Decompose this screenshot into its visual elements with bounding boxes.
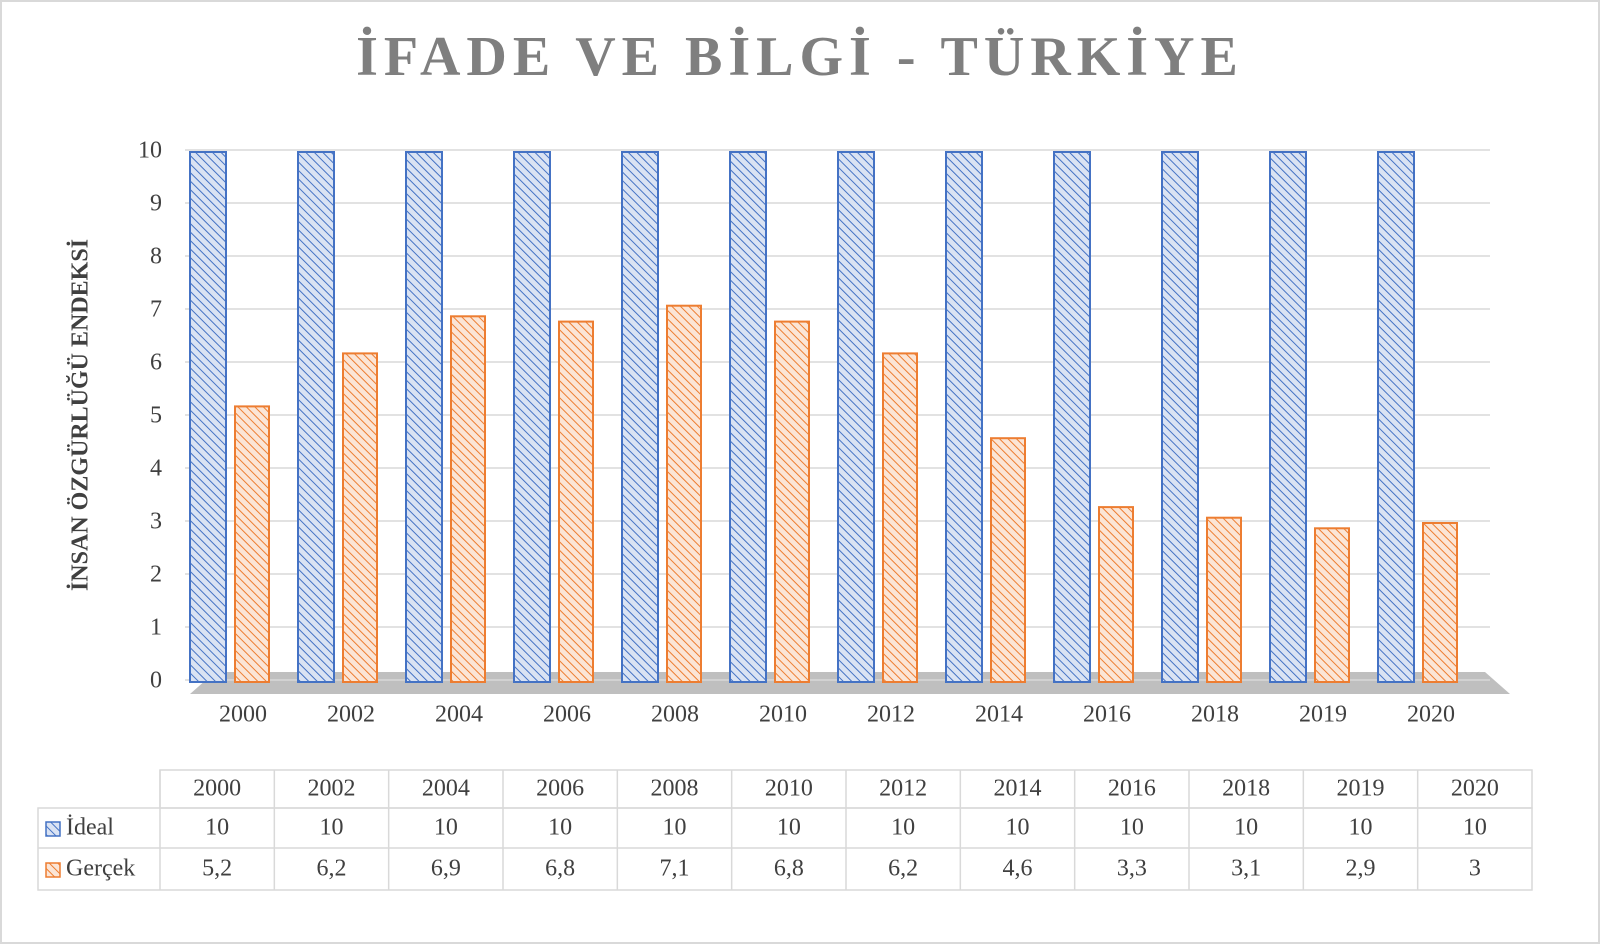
bar [342, 352, 378, 683]
table-header: 2002 [308, 776, 356, 802]
table-value: 10 [434, 815, 458, 841]
table-value: 10 [777, 815, 801, 841]
bar [1422, 522, 1458, 683]
x-tick-label: 2008 [651, 702, 699, 728]
y-tick-label: 2 [150, 562, 162, 588]
table-value: 10 [1120, 815, 1144, 841]
x-tick-label: 2010 [759, 702, 807, 728]
bar [558, 320, 594, 683]
bar [405, 151, 443, 683]
table-cell [37, 807, 1533, 891]
table-value: 7,1 [660, 856, 690, 882]
table-header: 2010 [765, 776, 813, 802]
x-tick-label: 2016 [1083, 702, 1131, 728]
bar [1098, 506, 1134, 683]
y-tick-label: 10 [138, 138, 162, 164]
y-tick-label: 5 [150, 403, 162, 429]
bar [1314, 527, 1350, 683]
table-header: 2020 [1451, 776, 1499, 802]
legend-swatch [45, 862, 61, 878]
bar [1053, 151, 1091, 683]
table-header: 2018 [1222, 776, 1270, 802]
y-tick-label: 8 [150, 244, 162, 270]
bar [837, 151, 875, 683]
bar [729, 151, 767, 683]
y-axis-label: İNSAN ÖZGÜRLÜĞÜ ENDEKSİ [67, 239, 94, 591]
table-header: 2012 [879, 776, 927, 802]
table-header: 2000 [193, 776, 241, 802]
table-header: 2006 [536, 776, 584, 802]
x-tick-label: 2004 [435, 702, 483, 728]
bar [1161, 151, 1199, 683]
x-tick-label: 2020 [1407, 702, 1455, 728]
bar [945, 151, 983, 683]
table-value: 10 [548, 815, 572, 841]
table-header: 2008 [651, 776, 699, 802]
bar [621, 151, 659, 683]
table-value: 6,2 [888, 856, 918, 882]
table-header: 2004 [422, 776, 470, 802]
table-value: 6,2 [317, 856, 347, 882]
table-value: 6,9 [431, 856, 461, 882]
y-tick-label: 3 [150, 509, 162, 535]
y-tick-label: 7 [150, 297, 162, 323]
table-value: 6,8 [774, 856, 804, 882]
table-value: 10 [1006, 815, 1030, 841]
bar [297, 151, 335, 683]
y-tick-label: 6 [150, 350, 162, 376]
bar [1206, 516, 1242, 684]
table-value: 10 [205, 815, 229, 841]
bar [1377, 151, 1415, 683]
table-value: 10 [891, 815, 915, 841]
y-tick-label: 1 [150, 615, 162, 641]
y-tick-label: 0 [150, 668, 162, 694]
table-header: 2014 [994, 776, 1042, 802]
bar [189, 151, 227, 683]
x-tick-label: 2002 [327, 702, 375, 728]
x-tick-label: 2014 [975, 702, 1023, 728]
bar [513, 151, 551, 683]
y-tick-label: 4 [150, 456, 162, 482]
table-header: 2019 [1337, 776, 1385, 802]
y-tick-label: 9 [150, 191, 162, 217]
legend-label: Gerçek [66, 856, 135, 882]
x-tick-label: 2019 [1299, 702, 1347, 728]
table-value: 3,3 [1117, 856, 1147, 882]
table-value: 5,2 [202, 856, 232, 882]
x-tick-label: 2000 [219, 702, 267, 728]
table-value: 10 [663, 815, 687, 841]
bar [774, 320, 810, 683]
x-tick-label: 2018 [1191, 702, 1239, 728]
bar [990, 437, 1026, 684]
table-value: 10 [320, 815, 344, 841]
table-value: 2,9 [1346, 856, 1376, 882]
x-tick-label: 2006 [543, 702, 591, 728]
table-header: 2016 [1108, 776, 1156, 802]
table-value: 4,6 [1003, 856, 1033, 882]
x-tick-label: 2012 [867, 702, 915, 728]
legend-swatch [45, 821, 61, 837]
chart-title: İFADE VE BİLGİ - TÜRKİYE [356, 26, 1244, 88]
legend-label: İdeal [66, 815, 114, 841]
table-value: 3,1 [1231, 856, 1261, 882]
bar [1269, 151, 1307, 683]
table-value: 10 [1463, 815, 1487, 841]
table-value: 10 [1234, 815, 1258, 841]
table-value: 10 [1349, 815, 1373, 841]
table-value: 3 [1469, 856, 1481, 882]
bar [450, 315, 486, 683]
bar [882, 352, 918, 683]
bar [234, 405, 270, 683]
bar [666, 304, 702, 683]
table-value: 6,8 [545, 856, 575, 882]
